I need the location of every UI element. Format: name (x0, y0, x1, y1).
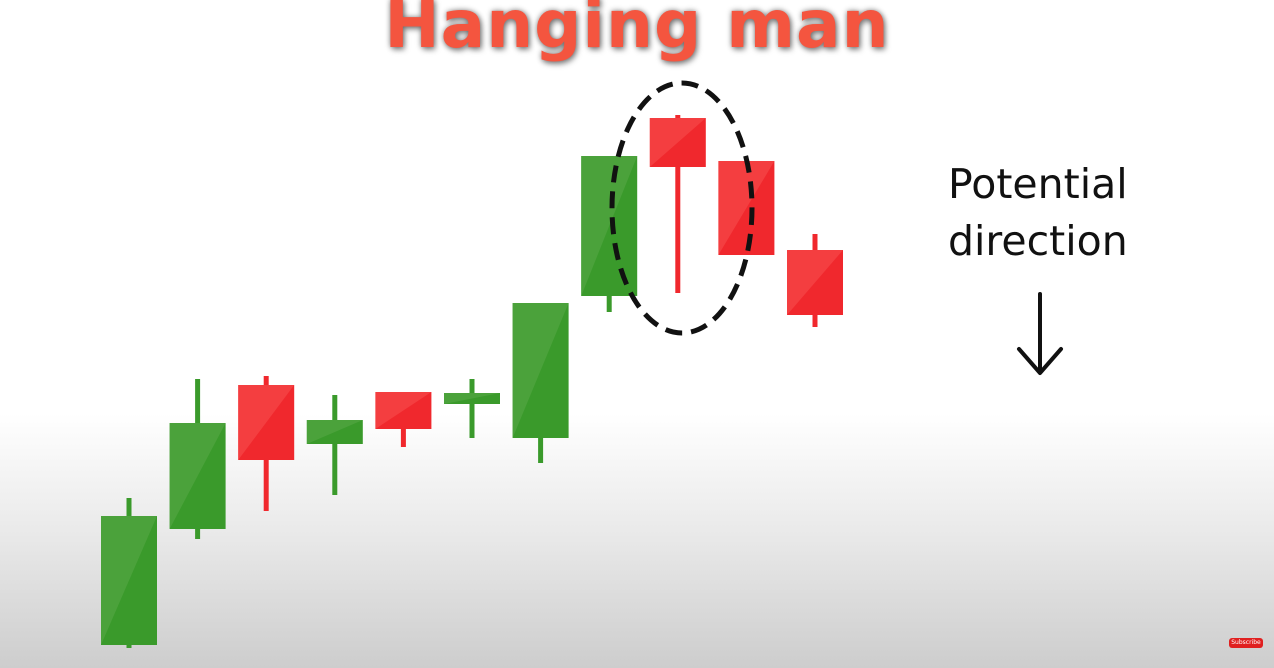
candle-body-shade (444, 393, 500, 404)
candle-body-shade (512, 303, 569, 438)
arrow-down-icon (1017, 292, 1063, 375)
candle-body-shade (787, 250, 843, 315)
candle-body-shade (581, 156, 638, 296)
candle-5 (375, 392, 432, 447)
subscribe-button[interactable]: Subscribe (1229, 638, 1263, 648)
candle-11 (787, 234, 843, 327)
hanging-man-candle-9 (649, 115, 706, 293)
candle-10 (718, 161, 775, 255)
candle-2 (169, 379, 226, 539)
candle-body-shade (649, 118, 706, 167)
candle-3 (238, 376, 295, 511)
candle-body-shade (238, 385, 295, 460)
potential-direction-line-2: direction (948, 217, 1128, 265)
hanging-man-highlight-ring (609, 80, 755, 336)
candle-body-shade (375, 392, 432, 429)
chart-title: Hanging man (384, 0, 890, 63)
candle-1 (101, 498, 157, 648)
candle-body-shade (169, 423, 226, 529)
potential-direction-line-1: Potential (948, 160, 1128, 208)
candle-8 (581, 156, 638, 312)
candles-layer (101, 115, 843, 648)
candle-body-shade (306, 420, 363, 444)
candle-body-shade (718, 161, 775, 255)
candle-4 (306, 395, 363, 495)
candle-7 (512, 303, 569, 463)
potential-direction-label: Potential direction (948, 156, 1128, 270)
candle-body-shade (101, 516, 157, 645)
candle-6 (444, 379, 500, 438)
